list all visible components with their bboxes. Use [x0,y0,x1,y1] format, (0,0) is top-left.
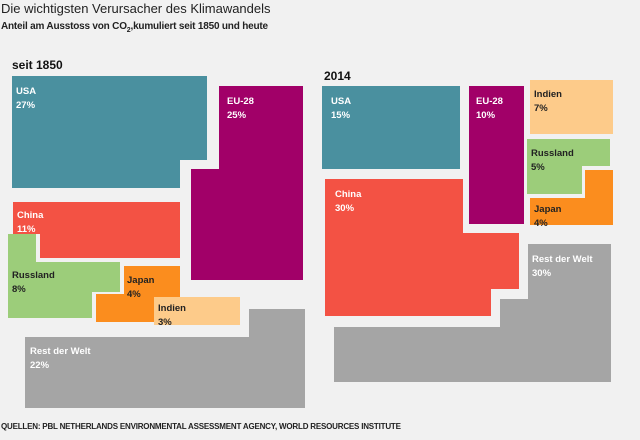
subtitle-subscript: 2 [126,27,131,34]
label-eu-28: EU-28 [227,96,254,107]
value-indien: 7% [534,103,548,114]
value-japan: 4% [127,289,141,300]
panel-title-2014: 2014 [324,69,351,83]
label-eu-28: EU-28 [476,96,503,107]
label-indien: Indien [534,89,562,100]
area-indien [154,297,240,325]
value-usa: 27% [16,100,36,111]
area-rest-der-welt [25,309,305,408]
label-russland: Russland [531,148,574,159]
chart-title: Die wichtigsten Verursacher des Klimawan… [1,1,271,16]
area-usa [12,76,207,188]
label-china: China [335,189,362,200]
label-rest-der-welt: Rest der Welt [30,346,91,357]
label-japan: Japan [127,275,155,286]
subtitle-text: Anteil am Ausstoss von CO [1,21,127,32]
value-russland: 5% [531,162,545,173]
label-usa: USA [16,86,36,97]
value-eu-28: 10% [476,110,496,121]
value-usa: 15% [331,110,351,121]
value-rest-der-welt: 30% [532,268,552,279]
area-china [325,179,519,316]
area-china [13,202,180,258]
area-russland [8,234,120,318]
value-rest-der-welt: 22% [30,360,50,371]
label-china: China [17,210,44,221]
area-japan [530,170,613,225]
value-russland: 8% [12,284,26,295]
value-china: 30% [335,203,355,214]
value-china: 11% [17,224,36,235]
area-russland [527,139,610,194]
value-eu-28: 25% [227,110,247,121]
treemap-1850: USA 27% EU-28 25% China 11% Russland 8% Japan 4% I… [8,76,305,408]
label-usa: USA [331,96,351,107]
panel-title-1850: seit 1850 [12,58,63,72]
label-japan: Japan [534,204,562,215]
subtitle-text-end: ,kumuliert seit 1850 und heute [130,21,268,32]
label-rest-der-welt: Rest der Welt [532,254,593,265]
area-eu-28 [469,86,524,224]
area-eu-28 [191,86,303,280]
area-rest-der-welt [334,244,611,382]
value-indien: 3% [158,317,172,328]
label-russland: Russland [12,270,55,281]
value-japan: 4% [534,218,548,229]
area-japan [96,266,180,322]
label-indien: Indien [158,303,186,314]
treemap-2014: USA 15% EU-28 10% Indien 7% Russland 5% China 30%… [322,80,613,382]
area-indien [530,80,613,134]
chart-subtitle: Anteil am Ausstoss von CO2,kumuliert sei… [1,21,268,34]
source-note: QUELLEN: PBL NETHERLANDS ENVIRONMENTAL A… [1,422,401,431]
area-usa [322,86,460,169]
